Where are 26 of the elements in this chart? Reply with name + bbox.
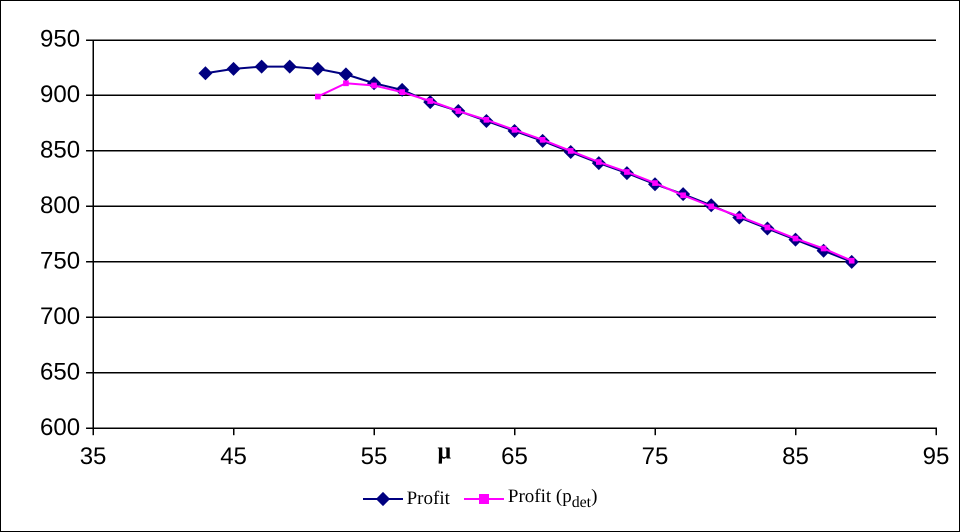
x-tick-label: 55 — [360, 443, 388, 470]
y-tick-label: 650 — [40, 358, 80, 386]
legend-label: Profit — [406, 488, 450, 510]
point — [282, 60, 297, 74]
x-tick-label: 35 — [80, 443, 106, 470]
x-tick-label: 95 — [922, 443, 950, 470]
x-axis-title: μ — [437, 438, 452, 464]
point — [198, 66, 212, 80]
legend-label: Profit (p$_{det}$) — [508, 486, 598, 512]
y-tick-label: 600 — [40, 414, 80, 441]
point — [315, 94, 321, 100]
x-tick-label: 75 — [642, 443, 668, 470]
point — [254, 60, 269, 74]
point — [226, 62, 241, 76]
x-tick-label: 65 — [501, 443, 528, 470]
y-tick-label: 900 — [40, 81, 80, 108]
point — [310, 62, 325, 76]
point — [343, 80, 349, 86]
y-tick-label: 750 — [40, 247, 80, 274]
x-tick-label: 85 — [782, 443, 809, 470]
x-tick-label: 45 — [220, 443, 247, 470]
y-tick-label: 950 — [40, 26, 80, 53]
point — [338, 67, 353, 82]
y-tick-label: 800 — [40, 192, 80, 219]
y-tick-label: 700 — [40, 302, 80, 330]
y-tick-label: 850 — [40, 136, 80, 164]
